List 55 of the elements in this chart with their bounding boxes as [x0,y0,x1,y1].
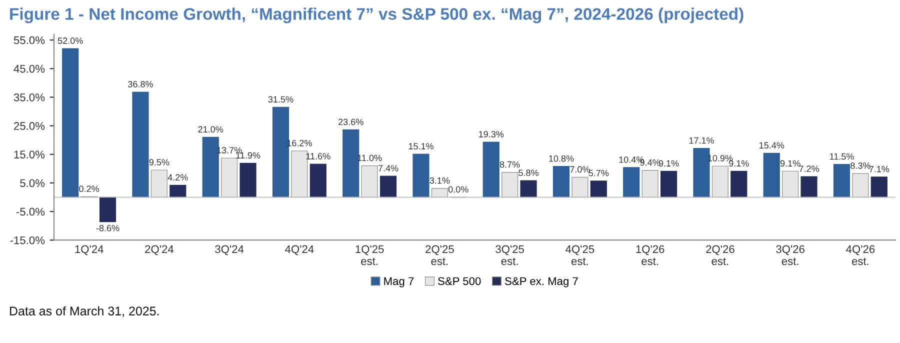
data-label: 11.5% [830,153,854,160]
data-label: 21.0% [198,126,224,133]
x-tick-label: 3Q'25 est. [496,245,524,266]
x-tick-label: 1Q'25 est. [356,245,384,266]
data-label: 5.7% [588,170,609,176]
y-tick-label: -5.0% [16,208,45,216]
chart-title: Figure 1 - Net Income Growth, “Magnificent 7” vs S&P 500 ex. “Mag 7”, 2024-2026 (projected) [10,8,744,24]
data-label: -8.6% [96,224,120,232]
data-label: 15.1% [408,143,434,150]
legend-label: Mag 7 [384,277,414,288]
x-tick-label: 4Q'24 [285,245,314,256]
x-tick-label: 2Q'26 est. [706,245,734,266]
y-tick-label: 55.0% [14,36,45,44]
data-label: 15.4% [760,142,784,149]
y-tick-label: -15.0% [10,236,45,244]
legend-label: S&P ex. Mag 7 [505,277,578,288]
data-label: 7.1% [869,166,890,172]
x-tick-label: 2Q'24 [145,245,174,256]
data-label: 23.6% [338,118,364,126]
x-tick-label: 4Q'26 est. [846,245,875,266]
data-label: 0.0% [448,186,468,193]
data-label: 7.4% [378,165,398,172]
y-tick-label: 45.0% [14,64,45,73]
data-label: 11.9% [236,152,260,159]
legend-label: S&P 500 [438,277,481,286]
y-tick-label: 15.0% [14,150,45,158]
x-tick-label: 4Q'25 est. [566,245,594,266]
data-label: 52.0% [58,38,83,44]
data-label: 36.8% [128,81,153,88]
x-tick-label: 3Q'26 est. [776,245,804,266]
x-tick-label: 1Q'26 est. [636,245,664,266]
data-label: 7.0% [570,166,590,173]
data-label: 9.1% [658,160,679,167]
data-label: 9.1% [729,160,749,167]
data-label: 9.1% [780,160,800,167]
data-label: 8.3% [850,162,870,169]
x-tick-label: 3Q'24 [215,245,244,256]
data-label: 7.2% [799,166,819,172]
data-label: 19.3% [479,131,504,138]
y-tick-label: 25.0% [14,122,45,130]
data-label: 5.8% [518,170,538,176]
data-label: 10.8% [549,155,574,162]
data-label: 31.5% [268,96,294,103]
x-tick-label: 1Q'24 [75,245,104,256]
data-label: 8.7% [500,161,520,168]
data-label: 3.1% [430,177,450,184]
x-tick-label: 2Q'25 est. [426,245,454,266]
y-tick-label: 35.0% [14,93,45,102]
data-label: 11.6% [306,153,330,160]
y-tick-label: 5.0% [20,179,45,188]
data-label: 4.2% [168,174,188,181]
data-label: 9.5% [149,159,170,166]
data-label: 17.1% [689,137,714,144]
text: Data as of March 31, 2025. [10,306,159,317]
data-label: 0.2% [79,186,100,192]
